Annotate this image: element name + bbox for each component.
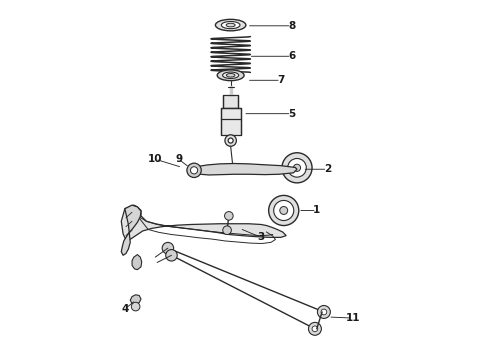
Text: 8: 8	[288, 21, 295, 31]
Circle shape	[224, 212, 233, 220]
Text: 2: 2	[324, 164, 331, 174]
Text: 9: 9	[175, 154, 182, 164]
Circle shape	[288, 158, 306, 177]
Polygon shape	[188, 163, 297, 175]
Ellipse shape	[217, 70, 244, 81]
Polygon shape	[220, 108, 241, 135]
Circle shape	[282, 153, 312, 183]
Text: 6: 6	[288, 51, 295, 61]
Text: 11: 11	[345, 313, 360, 323]
Text: 10: 10	[148, 154, 163, 164]
Polygon shape	[132, 255, 142, 270]
Circle shape	[280, 207, 288, 215]
Ellipse shape	[221, 22, 240, 29]
Ellipse shape	[222, 72, 239, 78]
Text: 1: 1	[313, 206, 320, 216]
Circle shape	[131, 302, 140, 311]
Ellipse shape	[216, 19, 246, 31]
Polygon shape	[130, 295, 141, 305]
Circle shape	[274, 201, 294, 221]
Circle shape	[223, 226, 231, 234]
Circle shape	[318, 306, 330, 319]
Circle shape	[162, 242, 173, 254]
Circle shape	[187, 163, 201, 177]
Circle shape	[225, 135, 236, 146]
Ellipse shape	[226, 23, 235, 27]
Polygon shape	[122, 205, 286, 242]
Text: 4: 4	[121, 304, 128, 314]
Text: 7: 7	[277, 75, 285, 85]
Circle shape	[228, 138, 233, 143]
Circle shape	[294, 164, 300, 171]
Polygon shape	[223, 95, 238, 108]
Circle shape	[191, 167, 197, 174]
Circle shape	[321, 309, 327, 315]
Polygon shape	[122, 205, 141, 255]
Circle shape	[309, 322, 321, 335]
Circle shape	[166, 249, 177, 261]
Text: 5: 5	[288, 109, 295, 119]
Ellipse shape	[226, 73, 235, 77]
Text: 3: 3	[258, 232, 265, 242]
Circle shape	[312, 326, 318, 332]
Circle shape	[269, 195, 299, 226]
